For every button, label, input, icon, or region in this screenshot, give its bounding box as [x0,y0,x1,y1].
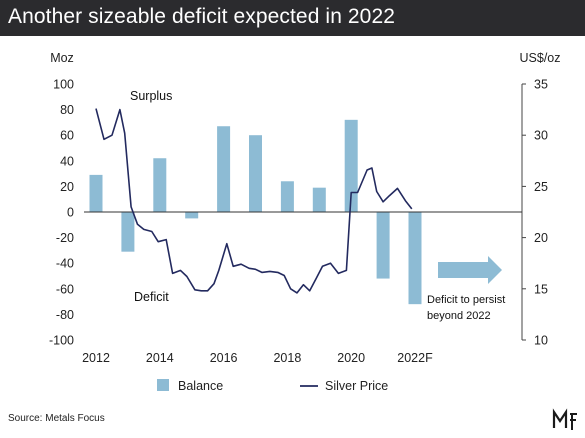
persist-annotation-line1: Deficit to persist [427,294,505,306]
balance-bars [89,119,422,305]
x-tick-label: 2012 [82,351,110,365]
balance-bar [249,135,262,212]
title-bar: Another sizeable deficit expected in 202… [0,0,585,36]
x-tick-label: 2016 [210,351,238,365]
x-axis-labels: 2012 2014 2016 2018 2020 2022F [82,351,433,365]
x-tick-label: 2018 [273,351,301,365]
x-tick-label: 2020 [337,351,365,365]
left-tick-label: -40 [56,257,74,271]
balance-bar [408,212,422,305]
left-tick-label: -80 [56,308,74,322]
balance-bar [312,187,326,212]
balance-bar [153,158,167,212]
left-tick-label: 80 [60,103,74,117]
silver-price-line [95,108,413,294]
page-title: Another sizeable deficit expected in 202… [8,5,396,28]
balance-bar [376,212,390,279]
left-tick-label: -60 [56,282,74,296]
left-axis-label: Moz [50,51,74,65]
right-tick-label: 15 [534,282,548,296]
right-tick-label: 30 [534,129,548,143]
right-axis-label: US$/oz [520,51,561,65]
forecast-arrow [438,256,502,284]
persist-annotation-line2: beyond 2022 [427,310,491,322]
source-note: Source: Metals Focus [8,413,105,424]
balance-silver-chart: Moz US$/oz 100806040200-20-40-60-80-100 … [49,51,561,393]
left-tick-label: 0 [67,206,74,220]
balance-bar [217,126,231,212]
left-tick-label: -100 [49,334,74,348]
left-tick-label: 60 [60,129,74,143]
metals-focus-logo-icon [552,408,577,430]
balance-bar [121,212,135,252]
balance-bar [280,181,294,212]
balance-bar [89,174,103,212]
right-tick-label: 25 [534,180,548,194]
x-tick-label: 2022F [397,351,433,365]
legend-price-label: Silver Price [325,379,388,393]
deficit-annotation: Deficit [134,290,169,304]
right-tick-label: 20 [534,231,548,245]
surplus-annotation: Surplus [130,89,172,103]
balance-bar [344,119,358,212]
left-tick-label: 100 [53,78,74,92]
left-tick-label: -20 [56,231,74,245]
legend-balance-label: Balance [178,379,223,393]
left-axis-ticks: 100 80 60 40 20 0 -20 -40 -60 -80 -100 [49,78,74,348]
right-tick-label: 10 [534,334,548,348]
right-tick-label: 35 [534,78,548,92]
right-axis: 35 30 25 20 15 10 [521,78,548,348]
left-tick-label: 20 [60,180,74,194]
legend-balance-swatch [157,379,169,391]
x-tick-label: 2014 [146,351,174,365]
balance-bar [185,212,199,219]
left-tick-label: 40 [60,154,74,168]
